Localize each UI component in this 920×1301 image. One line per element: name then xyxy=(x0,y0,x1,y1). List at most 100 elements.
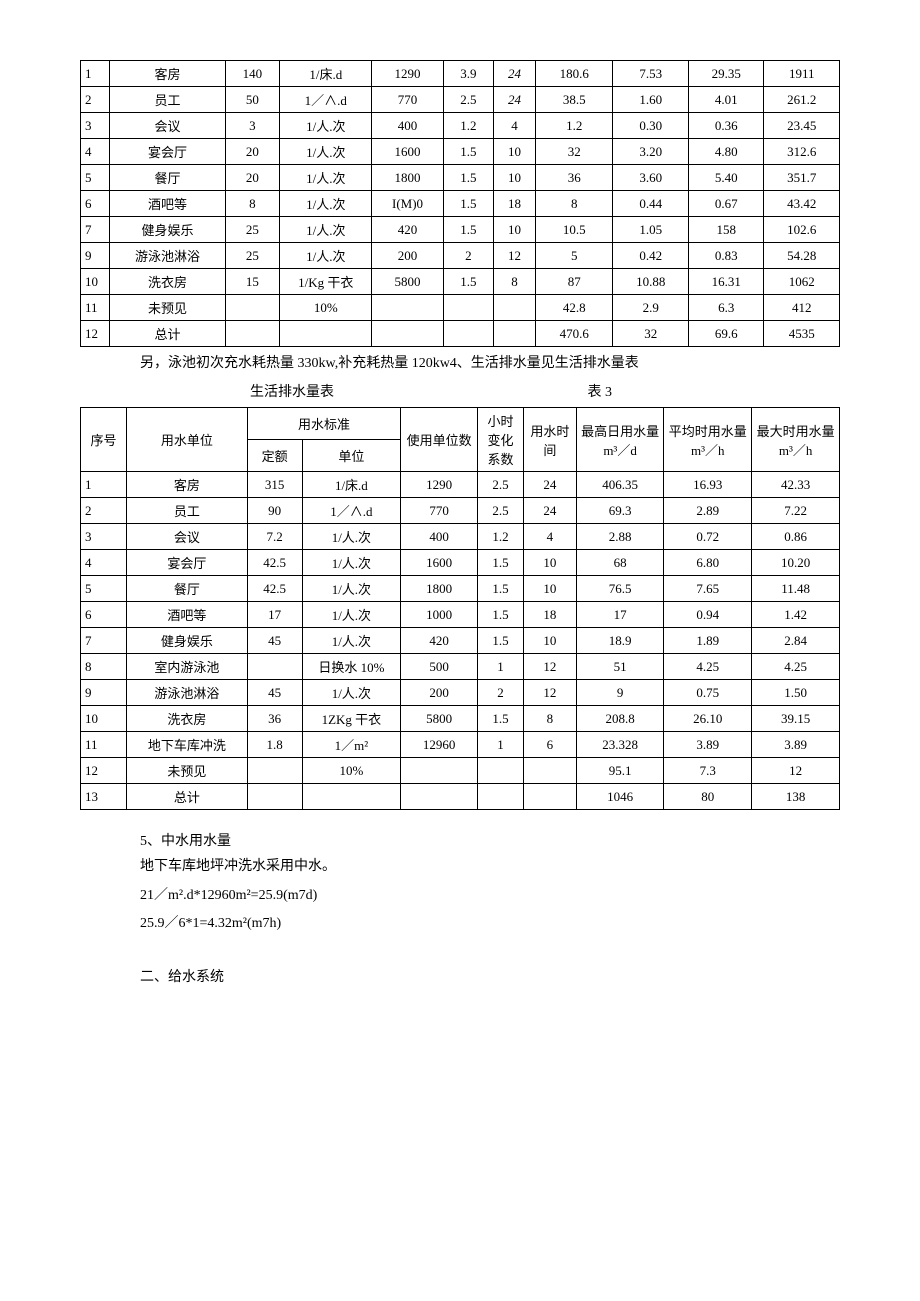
table-cell xyxy=(524,758,577,784)
table-cell: 32 xyxy=(613,321,688,347)
table-cell: 1290 xyxy=(401,472,478,498)
table-cell: 200 xyxy=(401,680,478,706)
table-cell: 1.50 xyxy=(752,680,840,706)
table-cell: 10 xyxy=(524,628,577,654)
table-cell: 1/人.次 xyxy=(280,113,372,139)
table-cell xyxy=(401,758,478,784)
table-row: 1客房1401/床.d12903.924180.67.5329.351911 xyxy=(81,61,840,87)
table-row: 12未预见10%95.17.312 xyxy=(81,758,840,784)
table-cell: 1.5 xyxy=(478,628,524,654)
table-cell: 42.5 xyxy=(247,576,302,602)
table-cell: 8 xyxy=(225,191,280,217)
th-unit: 用水单位 xyxy=(127,408,248,472)
th-hourly: 小时变化系数 xyxy=(478,408,524,472)
table-cell: 24 xyxy=(494,87,536,113)
table-cell: 10% xyxy=(280,295,372,321)
table-cell: 0.94 xyxy=(664,602,752,628)
table-cell xyxy=(494,321,536,347)
table-cell: 261.2 xyxy=(764,87,840,113)
section5-line3: 25.9／6*1=4.32m²(m7h) xyxy=(140,913,840,935)
table-cell: 7.65 xyxy=(664,576,752,602)
table-cell: 1.5 xyxy=(443,139,493,165)
table-cell: 2.9 xyxy=(613,295,688,321)
pool-heat-note: 另，泳池初次充水耗热量 330kw,补充耗热量 120kw4、生活排水量见生活排… xyxy=(140,353,840,375)
table-cell: 10 xyxy=(524,576,577,602)
table-cell: 未预见 xyxy=(110,295,225,321)
table-cell: 69.6 xyxy=(688,321,763,347)
table-cell: 7.53 xyxy=(613,61,688,87)
table-cell: 4 xyxy=(494,113,536,139)
table-cell: 5 xyxy=(81,576,127,602)
table-cell: 1.42 xyxy=(752,602,840,628)
table-cell: 20 xyxy=(225,165,280,191)
table-cell xyxy=(280,321,372,347)
table-cell: 1/人.次 xyxy=(302,680,401,706)
table-cell xyxy=(372,321,443,347)
table-cell: 95.1 xyxy=(576,758,664,784)
table-cell: 10% xyxy=(302,758,401,784)
table-cell: 1600 xyxy=(401,550,478,576)
table-cell: 10.88 xyxy=(613,269,688,295)
table-cell: 健身娱乐 xyxy=(110,217,225,243)
table-cell: 24 xyxy=(524,498,577,524)
table-cell: 208.8 xyxy=(576,706,664,732)
table-cell xyxy=(478,784,524,810)
table-cell: 1.5 xyxy=(478,576,524,602)
table-cell: 5.40 xyxy=(688,165,763,191)
table-cell: 1000 xyxy=(401,602,478,628)
table-row: 3会议7.21/人.次4001.242.880.720.86 xyxy=(81,524,840,550)
table-cell xyxy=(478,758,524,784)
table-cell: 1.89 xyxy=(664,628,752,654)
table-cell: 42.33 xyxy=(752,472,840,498)
table-cell: 1.5 xyxy=(443,269,493,295)
table-cell: 45 xyxy=(247,680,302,706)
section2-heading: 二、给水系统 xyxy=(140,966,840,986)
table-cell: 10 xyxy=(81,269,110,295)
table-cell: 9 xyxy=(81,680,127,706)
table-cell: 4 xyxy=(81,550,127,576)
table-cell: 90 xyxy=(247,498,302,524)
table-cell: 1.5 xyxy=(443,191,493,217)
th-usetime: 用水时间 xyxy=(524,408,577,472)
table-cell: 1 xyxy=(81,472,127,498)
table-cell: 1ZKg 干衣 xyxy=(302,706,401,732)
table-cell: 8 xyxy=(535,191,613,217)
table-cell: 3 xyxy=(81,113,110,139)
table-cell: 12 xyxy=(494,243,536,269)
table-cell: 1/人.次 xyxy=(302,602,401,628)
table-row: 11地下车库冲洗1.81／m²129601623.3283.893.89 xyxy=(81,732,840,758)
table-cell: 日换水 10% xyxy=(302,654,401,680)
table-cell: 102.6 xyxy=(764,217,840,243)
table-cell: 1 xyxy=(478,654,524,680)
table-cell: 400 xyxy=(372,113,443,139)
table-cell: 39.15 xyxy=(752,706,840,732)
table-cell: 1/人.次 xyxy=(280,191,372,217)
section5-heading: 5、中水用水量 xyxy=(140,830,840,850)
table-row: 4宴会厅201/人.次16001.510323.204.80312.6 xyxy=(81,139,840,165)
table-row: 9游泳池淋浴451/人.次20021290.751.50 xyxy=(81,680,840,706)
table-cell: 50 xyxy=(225,87,280,113)
table-cell: 1800 xyxy=(372,165,443,191)
table-cell: 2.5 xyxy=(443,87,493,113)
table-cell: 17 xyxy=(576,602,664,628)
table-cell: 180.6 xyxy=(535,61,613,87)
table-cell: 38.5 xyxy=(535,87,613,113)
table-cell: 1.5 xyxy=(443,165,493,191)
table-row: 9游泳池淋浴251/人.次20021250.420.8354.28 xyxy=(81,243,840,269)
table-cell: 1/人.次 xyxy=(280,139,372,165)
table-cell: 18 xyxy=(494,191,536,217)
table-cell: 0.42 xyxy=(613,243,688,269)
table-cell: 15 xyxy=(225,269,280,295)
table-cell: 6 xyxy=(524,732,577,758)
table-cell xyxy=(443,321,493,347)
table-cell: 会议 xyxy=(127,524,248,550)
table-cell: 餐厅 xyxy=(110,165,225,191)
table-cell: 4.01 xyxy=(688,87,763,113)
table-cell: 140 xyxy=(225,61,280,87)
table-cell: 2.88 xyxy=(576,524,664,550)
table-cell: 地下车库冲洗 xyxy=(127,732,248,758)
table-cell: 69.3 xyxy=(576,498,664,524)
table-cell: 9 xyxy=(576,680,664,706)
table-cell: 32 xyxy=(535,139,613,165)
table-row: 2员工901／∧.d7702.52469.32.897.22 xyxy=(81,498,840,524)
